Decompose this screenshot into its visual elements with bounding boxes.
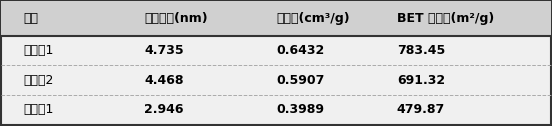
Text: 479.87: 479.87 (397, 103, 445, 116)
Text: 平均孔径(nm): 平均孔径(nm) (144, 12, 208, 25)
Text: 2.946: 2.946 (144, 103, 184, 116)
Text: 0.5907: 0.5907 (276, 74, 325, 87)
Text: 实施例1: 实施例1 (23, 44, 54, 57)
Text: 783.45: 783.45 (397, 44, 445, 57)
Text: 691.32: 691.32 (397, 74, 445, 87)
Text: BET 比表面(m²/g): BET 比表面(m²/g) (397, 12, 494, 25)
Text: 4.735: 4.735 (144, 44, 184, 57)
Text: 0.6432: 0.6432 (276, 44, 324, 57)
Text: 孔体积(cm³/g): 孔体积(cm³/g) (276, 12, 349, 25)
Bar (2, 1, 550, 36)
Text: 4.468: 4.468 (144, 74, 184, 87)
Text: 实施例2: 实施例2 (23, 74, 54, 87)
Text: 比较例1: 比较例1 (23, 103, 54, 116)
Text: 0.3989: 0.3989 (276, 103, 324, 116)
Text: 项目: 项目 (23, 12, 38, 25)
